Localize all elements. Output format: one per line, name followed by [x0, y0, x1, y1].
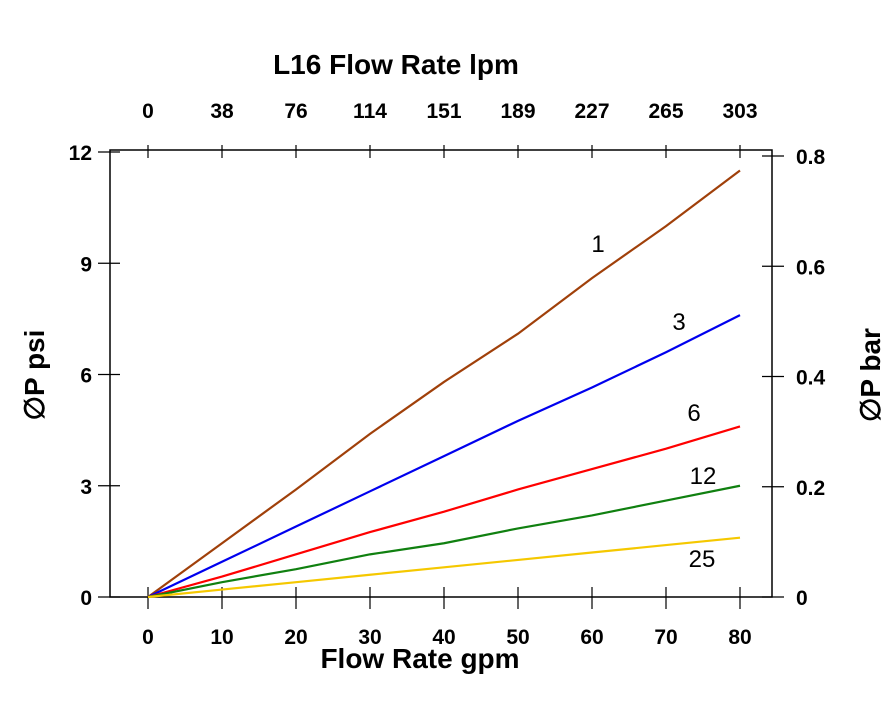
- top-x-tick-label: 227: [574, 100, 609, 123]
- y-tick-label: 3: [80, 476, 92, 499]
- x-tick-label: 30: [358, 626, 381, 649]
- y-tick-label: 9: [80, 253, 92, 276]
- series-label: 1: [591, 231, 604, 258]
- top-x-tick-label: 38: [210, 100, 234, 123]
- plot-frame: [109, 149, 773, 598]
- top-x-tick-label: 114: [353, 100, 387, 123]
- top-x-tick-label: 265: [648, 100, 683, 123]
- top-x-tick-label: 0: [142, 100, 154, 123]
- top-axis-title: L16 Flow Rate lpm: [273, 49, 519, 80]
- series-label: 25: [689, 546, 716, 573]
- series-label: 3: [672, 309, 685, 336]
- top-x-tick-label: 151: [426, 100, 461, 123]
- x-tick-label: 40: [432, 626, 455, 649]
- right-y-tick-label: 0.4: [796, 367, 826, 390]
- x-tick-label: 80: [728, 626, 751, 649]
- top-x-tick-label: 189: [500, 100, 535, 123]
- x-tick-label: 50: [506, 626, 529, 649]
- right-y-tick-label: 0.2: [796, 477, 825, 500]
- top-x-tick-label: 76: [284, 100, 307, 123]
- series-line-25: [147, 536, 741, 599]
- x-axis-title: Flow Rate gpm: [320, 643, 519, 674]
- right-y-tick-label: 0: [796, 587, 808, 610]
- top-x-tick-label: 303: [722, 100, 757, 123]
- x-tick-label: 70: [654, 626, 677, 649]
- series-label: 6: [687, 400, 700, 427]
- series-line-6: [147, 425, 741, 599]
- right-y-axis-title: ∅P bar: [855, 328, 886, 422]
- series-line-12: [147, 484, 741, 599]
- y-tick-label: 6: [80, 365, 92, 388]
- y-tick-label: 12: [69, 142, 92, 165]
- x-tick-label: 60: [580, 626, 603, 649]
- series-line-3: [147, 314, 741, 598]
- y-axis-title: ∅P psi: [19, 330, 50, 421]
- x-tick-label: 10: [210, 626, 233, 649]
- right-y-tick-label: 0.6: [796, 256, 825, 279]
- y-tick-label: 0: [80, 587, 92, 610]
- series-label: 12: [690, 463, 717, 490]
- x-tick-label: 0: [142, 626, 154, 649]
- series-line-1: [147, 169, 741, 598]
- right-y-tick-label: 0.8: [796, 146, 826, 169]
- x-tick-label: 20: [284, 626, 307, 649]
